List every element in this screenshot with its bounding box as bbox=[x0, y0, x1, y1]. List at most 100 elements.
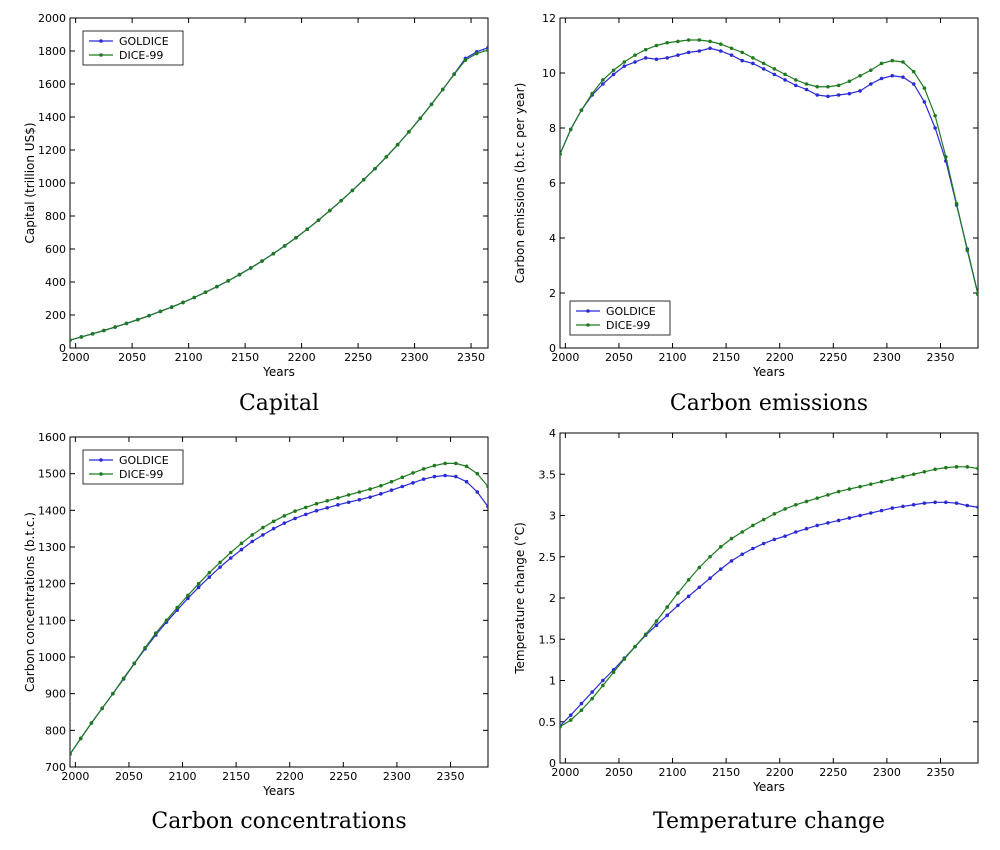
data-point bbox=[579, 108, 584, 112]
data-point bbox=[729, 46, 734, 51]
chart-caption: Carbon concentrations bbox=[151, 809, 406, 834]
data-point bbox=[78, 736, 83, 741]
y-axis-label: Carbon concentrations (b.t.c.) bbox=[23, 512, 37, 692]
data-point bbox=[143, 646, 147, 650]
data-point bbox=[239, 541, 244, 546]
chart-caption: Temperature change bbox=[653, 809, 885, 834]
data-point bbox=[911, 502, 916, 507]
legend-label: GOLDICE bbox=[606, 305, 656, 318]
data-point bbox=[373, 166, 377, 171]
data-point bbox=[260, 259, 264, 263]
data-point bbox=[568, 127, 573, 132]
x-tick-label: 2200 bbox=[288, 351, 316, 364]
data-point bbox=[911, 472, 916, 477]
y-tick-label: 1600 bbox=[38, 431, 66, 444]
data-point bbox=[111, 691, 115, 696]
data-point bbox=[911, 69, 916, 74]
data-point bbox=[579, 701, 584, 706]
data-point bbox=[560, 152, 562, 156]
x-tick-label: 2200 bbox=[766, 351, 794, 364]
data-point bbox=[890, 73, 895, 78]
data-point bbox=[601, 82, 605, 86]
chart-caption: Carbon emissions bbox=[670, 391, 868, 416]
plot-frame bbox=[559, 432, 979, 764]
series-line-goldice bbox=[560, 501, 978, 727]
data-point bbox=[164, 618, 169, 623]
x-axis-label: Years bbox=[262, 365, 295, 379]
y-tick-label: 1300 bbox=[38, 541, 66, 554]
chart-panel-4: 2000 2050 2100 2150 2200 2250 2300 2350 0 0.5 1 1.5… bbox=[513, 427, 979, 834]
data-point bbox=[622, 64, 627, 68]
legend-marker bbox=[586, 323, 590, 327]
data-point bbox=[729, 53, 734, 57]
data-point bbox=[665, 40, 669, 45]
series-goldice bbox=[560, 500, 978, 728]
data-point bbox=[836, 93, 841, 97]
series-line-dice-99 bbox=[70, 462, 488, 755]
data-point bbox=[879, 76, 884, 81]
y-tick-label: 0 bbox=[549, 757, 556, 770]
data-point bbox=[218, 565, 222, 569]
y-tick-label: 1000 bbox=[38, 177, 66, 190]
data-point bbox=[826, 94, 830, 99]
data-point bbox=[965, 248, 970, 253]
series-dice-99 bbox=[560, 465, 978, 729]
legend-label: DICE-99 bbox=[119, 468, 163, 481]
x-axis-label: Years bbox=[752, 780, 785, 794]
data-point bbox=[869, 482, 873, 486]
data-point bbox=[901, 474, 905, 479]
data-point bbox=[751, 546, 755, 551]
y-tick-label: 400 bbox=[45, 276, 66, 289]
data-point bbox=[751, 523, 755, 528]
data-point bbox=[879, 61, 884, 66]
data-point bbox=[815, 93, 820, 97]
data-point bbox=[654, 43, 659, 48]
data-point bbox=[124, 321, 129, 326]
data-point bbox=[560, 724, 562, 729]
x-tick-label: 2350 bbox=[926, 766, 954, 779]
data-point bbox=[250, 539, 255, 544]
y-axis-label: Capital (trillion US$) bbox=[23, 122, 37, 243]
data-point bbox=[486, 484, 488, 489]
data-point bbox=[215, 284, 219, 289]
data-point bbox=[271, 519, 276, 524]
x-tick-label: 2000 bbox=[61, 770, 89, 783]
x-axis-label: Years bbox=[752, 365, 785, 379]
data-point bbox=[686, 50, 691, 55]
x-tick-label: 2300 bbox=[401, 351, 429, 364]
x-tick-label: 2150 bbox=[222, 770, 250, 783]
data-point bbox=[686, 38, 691, 42]
data-point bbox=[965, 465, 970, 469]
data-point bbox=[911, 82, 916, 86]
data-point bbox=[815, 496, 820, 500]
data-point bbox=[665, 605, 669, 609]
data-point bbox=[196, 585, 201, 590]
data-point bbox=[486, 48, 488, 52]
x-tick-label: 2250 bbox=[329, 770, 357, 783]
data-point bbox=[772, 72, 777, 77]
data-point bbox=[836, 518, 841, 523]
data-point bbox=[922, 469, 927, 474]
data-point bbox=[181, 300, 185, 305]
data-point bbox=[933, 126, 937, 130]
data-point bbox=[643, 47, 648, 52]
data-point bbox=[944, 155, 948, 159]
data-point bbox=[395, 142, 400, 147]
legend-marker bbox=[586, 309, 590, 313]
data-point bbox=[463, 58, 468, 62]
data-point bbox=[79, 335, 84, 339]
data-point bbox=[158, 309, 163, 314]
data-point bbox=[100, 706, 104, 711]
x-tick-label: 2050 bbox=[605, 766, 633, 779]
data-point bbox=[718, 42, 723, 46]
data-point bbox=[676, 603, 680, 608]
data-point bbox=[411, 471, 415, 475]
data-point bbox=[464, 464, 469, 469]
data-point bbox=[708, 39, 712, 44]
data-point bbox=[192, 295, 197, 300]
data-point bbox=[303, 505, 308, 510]
x-tick-label: 2050 bbox=[118, 351, 146, 364]
data-point bbox=[228, 556, 233, 560]
